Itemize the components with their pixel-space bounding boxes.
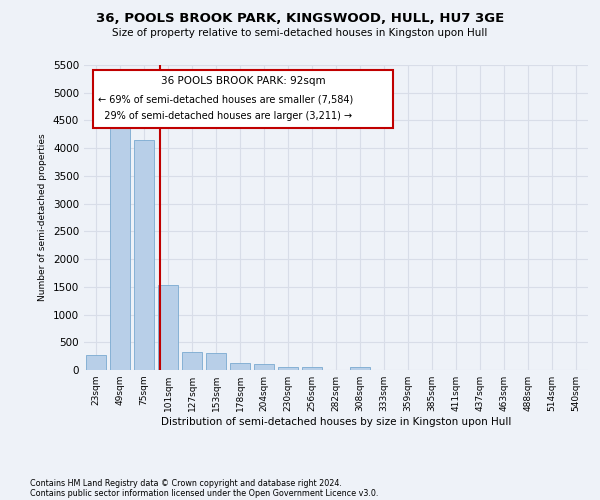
Bar (134, 140, 154, 370)
Text: 36, POOLS BROOK PARK, KINGSWOOD, HULL, HU7 3GE: 36, POOLS BROOK PARK, KINGSWOOD, HULL, H… (96, 12, 504, 26)
Text: Contains HM Land Registry data © Crown copyright and database right 2024.: Contains HM Land Registry data © Crown c… (30, 478, 342, 488)
Text: Size of property relative to semi-detached houses in Kingston upon Hull: Size of property relative to semi-detach… (112, 28, 488, 38)
Bar (350, 366, 370, 370)
Text: ← 69% of semi-detached houses are smaller (7,584): ← 69% of semi-detached houses are smalle… (98, 94, 353, 104)
Bar (230, 364, 250, 370)
Bar (302, 367, 322, 370)
Bar (158, 285, 178, 370)
Text: Contains public sector information licensed under the Open Government Licence v3: Contains public sector information licen… (30, 488, 379, 498)
X-axis label: Distribution of semi-detached houses by size in Kingston upon Hull: Distribution of semi-detached houses by … (161, 417, 511, 427)
Bar (254, 364, 274, 370)
Bar (182, 352, 202, 370)
Bar (206, 353, 226, 370)
Bar (110, 127, 130, 370)
Text: 29% of semi-detached houses are larger (3,211) →: 29% of semi-detached houses are larger (… (98, 111, 352, 121)
Text: 36 POOLS BROOK PARK: 92sqm: 36 POOLS BROOK PARK: 92sqm (161, 76, 325, 86)
Bar (278, 366, 298, 370)
Bar (86, 355, 106, 370)
Y-axis label: Number of semi-detached properties: Number of semi-detached properties (38, 134, 47, 302)
